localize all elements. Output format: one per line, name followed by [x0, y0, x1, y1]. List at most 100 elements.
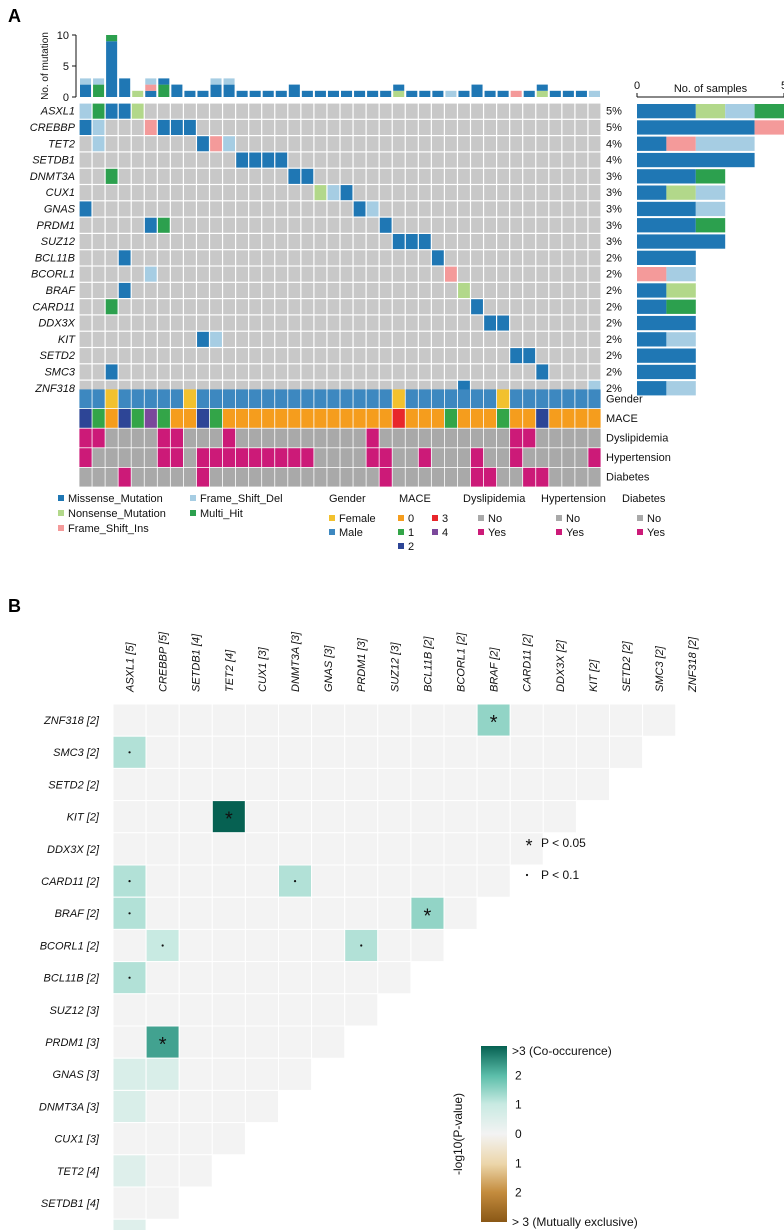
- significance-dot: [128, 751, 131, 754]
- interaction-cell: [178, 1089, 213, 1124]
- annotation-cell: [209, 409, 223, 428]
- interaction-cell: [311, 735, 346, 769]
- empty-cell: [575, 250, 588, 266]
- annotation-cell: [418, 409, 431, 428]
- mutation-cell: [418, 234, 431, 250]
- annotation-cell: [301, 409, 314, 428]
- annotation-cell: [209, 389, 223, 409]
- gene-label: BCL11B: [35, 252, 75, 264]
- interaction-cell: [278, 993, 313, 1027]
- annotation-cell: [562, 448, 575, 467]
- empty-cell: [314, 119, 327, 135]
- empty-cell: [523, 250, 536, 266]
- gene-bar-segment: [695, 169, 726, 184]
- empty-cell: [92, 201, 105, 217]
- tmb-bar-segment: [341, 90, 353, 97]
- annotation-cell: [222, 428, 236, 448]
- empty-cell: [575, 364, 588, 380]
- annotation-cell: [301, 428, 314, 448]
- empty-cell: [353, 185, 366, 201]
- annotation-cell: [549, 389, 562, 409]
- mutation-cell: [105, 299, 118, 315]
- tmb-bar-segment: [145, 90, 157, 97]
- interaction-cell: [244, 800, 279, 834]
- mutation-cell: [523, 348, 536, 364]
- annotation-cell: [562, 428, 575, 448]
- empty-cell: [392, 331, 405, 347]
- empty-cell: [157, 331, 170, 347]
- empty-cell: [236, 380, 249, 396]
- legend-title: Dyslipidemia: [463, 493, 526, 505]
- annotation-cell: [457, 409, 471, 428]
- mutation-cell: [288, 168, 301, 184]
- empty-cell: [301, 315, 314, 331]
- column-label: BCL11B [2]: [422, 636, 434, 692]
- empty-cell: [144, 152, 157, 168]
- annotation-cell: [183, 448, 197, 467]
- empty-cell: [249, 364, 262, 380]
- empty-cell: [327, 331, 340, 347]
- gene-bar-segment: [666, 185, 696, 200]
- empty-cell: [405, 103, 418, 119]
- annotation-cell: [353, 467, 366, 487]
- empty-cell: [197, 168, 209, 184]
- empty-cell: [223, 266, 235, 282]
- tmb-bar-segment: [210, 84, 222, 97]
- mutation-cell: [340, 185, 353, 201]
- interaction-cell: [112, 767, 147, 802]
- empty-cell: [497, 119, 510, 135]
- empty-cell: [288, 152, 301, 168]
- empty-cell: [144, 234, 157, 250]
- annotation-cell: [379, 389, 392, 409]
- gene-bar-segment: [695, 201, 726, 217]
- interaction-cell: [145, 1089, 180, 1124]
- annotation-cell: [144, 448, 157, 467]
- gene-percentage: 3%: [606, 220, 622, 232]
- legend-swatch: [329, 515, 335, 521]
- empty-cell: [288, 364, 301, 380]
- mutation-cell: [249, 152, 262, 168]
- gene-label: CUX1: [46, 187, 75, 199]
- annotation-cell: [92, 389, 105, 409]
- empty-cell: [105, 331, 118, 347]
- empty-cell: [184, 364, 196, 380]
- empty-cell: [301, 103, 314, 119]
- empty-cell: [379, 380, 392, 396]
- empty-cell: [301, 348, 314, 364]
- interaction-cell: [211, 961, 246, 995]
- annotation-cell: [588, 389, 601, 409]
- empty-cell: [157, 103, 170, 119]
- tmb-bar-segment: [158, 78, 170, 85]
- gene-label: KIT: [58, 334, 76, 346]
- empty-cell: [170, 217, 183, 233]
- empty-cell: [197, 348, 209, 364]
- legend-swatch: [398, 529, 404, 535]
- significance-star: *: [424, 905, 432, 927]
- interaction-cell: [377, 928, 412, 963]
- empty-cell: [484, 168, 496, 184]
- interaction-cell: [211, 767, 246, 802]
- empty-cell: [314, 315, 327, 331]
- legend-label: 1: [408, 527, 414, 539]
- column-label: ASXL1 [5]: [125, 642, 137, 693]
- empty-cell: [157, 266, 170, 282]
- annotation-cell: [222, 409, 236, 428]
- annotation-cell: [196, 428, 210, 448]
- colorbar-tick-label: 2: [515, 1186, 522, 1200]
- empty-cell: [418, 152, 431, 168]
- mutation-cell: [223, 136, 235, 152]
- empty-cell: [497, 152, 510, 168]
- empty-cell: [262, 201, 275, 217]
- empty-cell: [536, 299, 549, 315]
- empty-cell: [118, 201, 131, 217]
- annotation-cell: [92, 467, 105, 487]
- gene-percentage: 2%: [606, 334, 622, 346]
- interaction-cell: [112, 1218, 147, 1230]
- gene-percentage: 2%: [606, 367, 622, 379]
- row-label: KIT [2]: [67, 812, 100, 824]
- annotation-cell: [340, 448, 353, 467]
- annotation-cell: [366, 389, 379, 409]
- empty-cell: [301, 234, 314, 250]
- empty-cell: [314, 380, 327, 396]
- legend-label: Frame_Shift_Ins: [68, 523, 149, 535]
